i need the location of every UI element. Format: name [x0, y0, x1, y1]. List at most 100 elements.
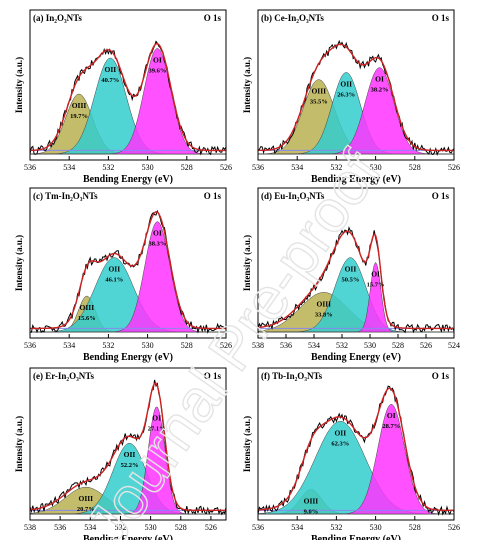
peak-oi-area — [30, 406, 226, 515]
core-level-label: O 1s — [432, 13, 450, 23]
x-tick-label: 530 — [142, 341, 154, 350]
peak-oii-percent: 46.1% — [105, 277, 123, 284]
x-tick-label: 528 — [175, 523, 187, 532]
y-axis-label: Intensity (a.u.) — [242, 416, 252, 472]
peak-oii-percent: 52.2% — [121, 462, 139, 469]
peak-oiii-percent: 33.8% — [315, 311, 333, 318]
peak-oi-area — [30, 48, 226, 155]
x-tick-label: 534 — [291, 523, 303, 532]
x-axis-label: Bending Energy (eV) — [311, 352, 401, 363]
x-tick-label: 532 — [102, 341, 114, 350]
x-tick-label: 536 — [24, 341, 36, 350]
x-tick-label: 534 — [84, 523, 96, 532]
peak-oi-area — [30, 221, 226, 333]
plot-frame — [29, 367, 227, 521]
peak-oii-area — [257, 421, 454, 515]
peak-oiii-percent: 20.7% — [77, 506, 95, 513]
x-tick-label: 530 — [142, 163, 154, 172]
peak-oi-name: OI — [153, 55, 162, 64]
peak-oii-area — [30, 257, 226, 333]
x-tick-label: 526 — [420, 341, 432, 350]
raw-spectrum-line — [257, 39, 455, 156]
x-tick-label: 532 — [336, 341, 348, 350]
panel-a: 536 534 532 530 528 526 Bending Energy (eV) Int… — [14, 9, 232, 185]
fit-envelope-line — [258, 387, 454, 511]
peak-oiii-percent: 19.7% — [70, 113, 88, 120]
plot-frame — [257, 187, 455, 339]
x-tick-label: 526 — [220, 341, 232, 350]
plot-frame — [29, 187, 227, 339]
peak-oii-percent: 26.3% — [337, 91, 355, 98]
panel-f: 536 534 532 530 528 526 Bending Energy (eV) Int… — [242, 367, 460, 540]
x-tick-label: 528 — [409, 163, 421, 172]
x-tick-label: 532 — [330, 163, 342, 172]
peak-oi-name: OI — [375, 75, 384, 84]
core-level-label: O 1s — [432, 191, 450, 201]
peak-oiii-name: OIII — [317, 299, 332, 308]
fit-envelope-line — [257, 230, 454, 330]
x-tick-label: 538 — [252, 341, 264, 350]
x-tick-label: 536 — [54, 523, 66, 532]
x-tick-label: 526 — [448, 523, 460, 532]
peak-oiii-name: OIII — [304, 497, 319, 506]
peak-oii-name: OII — [340, 79, 352, 88]
plot-frame — [257, 9, 455, 161]
peak-oii-name: OII — [124, 450, 136, 459]
x-tick-label: 536 — [24, 163, 36, 172]
fit-envelope-line — [257, 43, 454, 152]
y-axis-label: Intensity (a.u.) — [14, 416, 24, 472]
peak-oi-name: OI — [371, 269, 380, 278]
peak-oii-percent: 40.7% — [101, 77, 119, 84]
panel-title: (b) Ce-In₂O₃NTs — [261, 13, 324, 23]
core-level-label: O 1s — [204, 371, 222, 381]
y-axis-label: Intensity (a.u.) — [242, 235, 252, 291]
y-axis-label: Intensity (a.u.) — [14, 57, 24, 113]
plot-frame — [29, 9, 227, 161]
x-tick-label: 528 — [181, 341, 193, 350]
y-axis-label: Intensity (a.u.) — [242, 57, 252, 113]
x-axis-label: Bending Energy (eV) — [311, 534, 401, 540]
panel-e: 538 536 534 532 530 528 526 Bending Energy (eV)… — [14, 367, 227, 540]
x-tick-label: 534 — [308, 341, 320, 350]
x-tick-label: 526 — [205, 523, 217, 532]
x-tick-label: 534 — [63, 341, 75, 350]
panel-c: 536 534 532 530 528 526 Bending Energy (eV) Int… — [14, 187, 232, 363]
panel-title: (d) Eu-In₂O₃NTs — [261, 191, 325, 201]
peak-oi-area — [258, 67, 454, 155]
x-tick-label: 528 — [392, 341, 404, 350]
fit-envelope-line — [30, 42, 226, 152]
x-tick-label: 526 — [220, 163, 232, 172]
peak-oi-percent: 38.2% — [371, 87, 389, 94]
peak-oii-percent: 50.5% — [341, 277, 359, 284]
x-tick-label: 524 — [448, 341, 460, 350]
peak-oiii-percent: 35.5% — [310, 99, 328, 106]
peak-oiii-name: OIII — [72, 101, 87, 110]
panel-title: (f) Tb-In₂O₃NTs — [261, 371, 323, 381]
peak-oi-name: OI — [152, 414, 161, 423]
panel-b: 536 534 532 530 528 526 Bending Energy (eV) Int… — [242, 9, 460, 185]
x-tick-label: 536 — [252, 523, 264, 532]
peak-oiii-percent: 15.6% — [78, 315, 96, 322]
core-level-label: O 1s — [432, 371, 450, 381]
peak-oiii-name: OIII — [80, 303, 95, 312]
peak-oi-percent: 38.3% — [148, 241, 166, 248]
peak-oi-name: OI — [153, 229, 162, 238]
x-tick-label: 530 — [370, 523, 382, 532]
core-level-label: O 1s — [204, 13, 222, 23]
peak-oiii-percent: 9.0% — [304, 509, 319, 516]
x-axis-label: Bending Energy (eV) — [83, 534, 173, 540]
peak-oii-name: OII — [345, 265, 357, 274]
panel-title: (a) In₂O₃NTs — [33, 13, 82, 23]
panel-title: (c) Tm-In₂O₃NTs — [33, 191, 98, 201]
raw-spectrum-line — [257, 226, 455, 334]
core-level-label: O 1s — [204, 191, 222, 201]
y-axis-label: Intensity (a.u.) — [14, 235, 24, 291]
x-axis-label: Bending Energy (eV) — [83, 352, 173, 363]
peak-oii-name: OII — [105, 65, 117, 74]
peak-oi-name: OI — [387, 411, 396, 420]
panel-title: (e) Er-In₂O₃NTs — [33, 371, 94, 381]
x-tick-label: 528 — [181, 163, 193, 172]
raw-spectrum-line — [29, 209, 227, 334]
x-tick-label: 530 — [364, 341, 376, 350]
